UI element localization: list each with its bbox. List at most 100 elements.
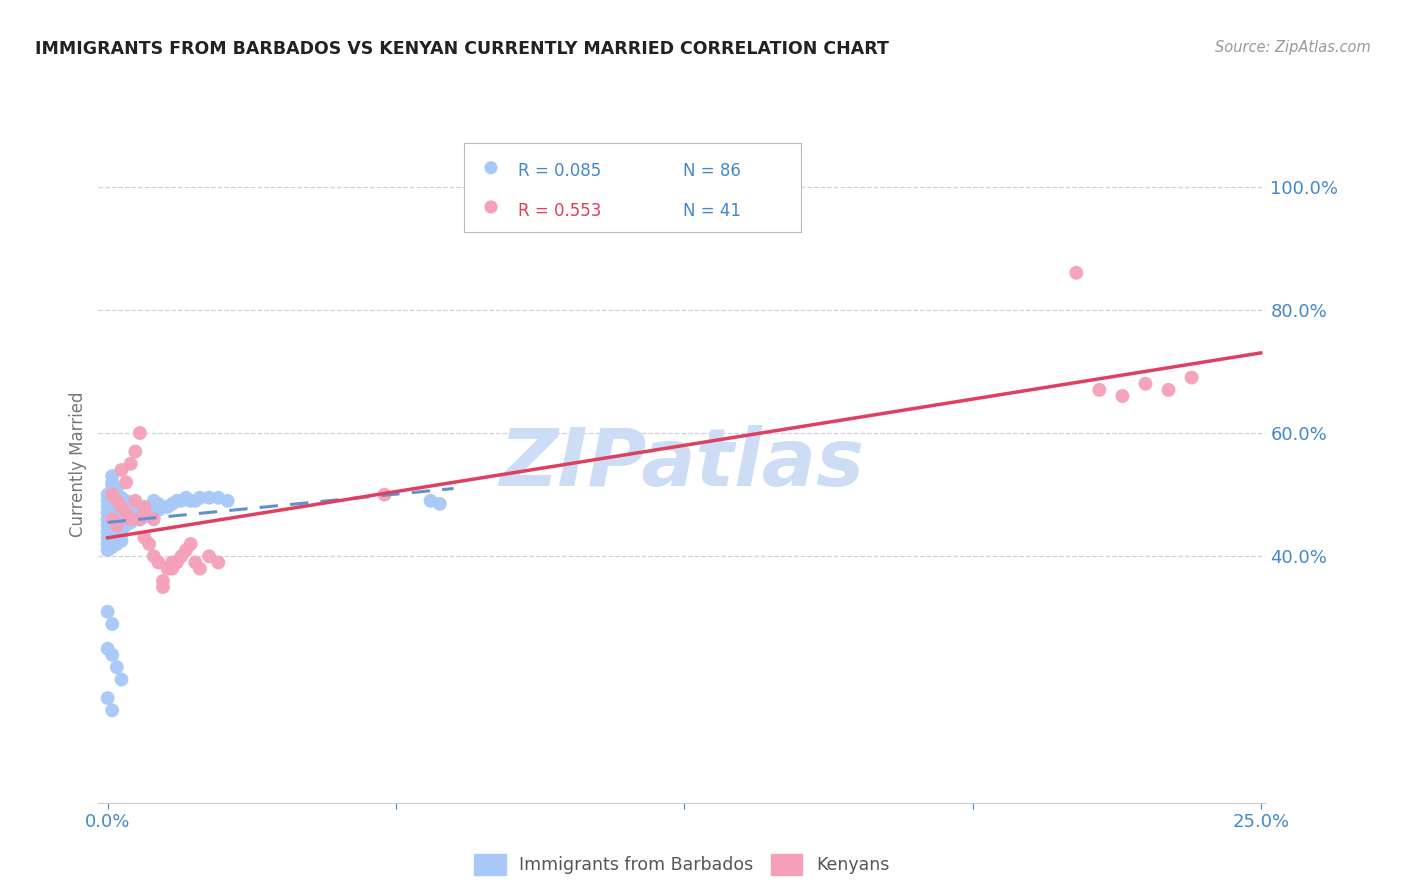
Point xyxy=(120,503,142,517)
Point xyxy=(120,497,142,511)
Point xyxy=(115,512,138,526)
Point xyxy=(115,493,138,508)
Point xyxy=(174,543,197,558)
Point xyxy=(110,509,132,524)
Point xyxy=(142,512,165,526)
Point xyxy=(120,516,142,530)
Point xyxy=(152,574,174,588)
Point xyxy=(110,516,132,530)
Point xyxy=(120,512,142,526)
Point xyxy=(101,484,124,499)
Point xyxy=(97,493,120,508)
Point xyxy=(479,200,502,214)
Point xyxy=(101,512,124,526)
Point xyxy=(134,531,156,545)
Point xyxy=(1088,383,1111,397)
Point xyxy=(166,556,188,570)
Point xyxy=(124,500,146,514)
Point xyxy=(188,561,211,575)
Text: N = 86: N = 86 xyxy=(683,162,741,180)
Point xyxy=(1135,376,1157,391)
Point xyxy=(110,527,132,541)
Text: N = 41: N = 41 xyxy=(683,202,741,219)
Point xyxy=(198,491,221,505)
Point xyxy=(105,537,128,551)
Point xyxy=(1181,370,1204,384)
Point xyxy=(1111,389,1133,403)
Point xyxy=(110,673,132,687)
Point xyxy=(180,493,202,508)
Point xyxy=(419,493,441,508)
Point xyxy=(110,491,132,505)
Point xyxy=(101,478,124,492)
Point xyxy=(105,493,128,508)
Point xyxy=(101,533,124,548)
Point xyxy=(97,488,120,502)
Point xyxy=(101,488,124,502)
Point xyxy=(101,703,124,717)
Point xyxy=(97,605,120,619)
Point xyxy=(134,509,156,524)
Point xyxy=(1064,266,1087,280)
Point xyxy=(170,549,193,564)
Point xyxy=(373,488,395,502)
Point xyxy=(148,556,170,570)
Point xyxy=(105,512,128,526)
Point xyxy=(97,506,120,520)
Point xyxy=(105,482,128,496)
Point xyxy=(110,503,132,517)
Point xyxy=(138,503,160,517)
Point xyxy=(134,503,156,517)
Point xyxy=(138,509,160,524)
Point xyxy=(160,556,183,570)
Point xyxy=(429,497,451,511)
Point xyxy=(134,506,156,520)
Point xyxy=(134,500,156,514)
Point xyxy=(207,556,229,570)
Point xyxy=(124,506,146,520)
Point xyxy=(217,493,239,508)
Point xyxy=(110,500,132,514)
Point xyxy=(97,518,120,533)
Point xyxy=(97,543,120,558)
Point xyxy=(129,425,152,440)
Point xyxy=(184,556,207,570)
Point xyxy=(479,161,502,175)
Point xyxy=(101,516,124,530)
Point xyxy=(105,524,128,539)
Point xyxy=(188,491,211,505)
Text: IMMIGRANTS FROM BARBADOS VS KENYAN CURRENTLY MARRIED CORRELATION CHART: IMMIGRANTS FROM BARBADOS VS KENYAN CURRE… xyxy=(35,40,889,58)
Point xyxy=(105,660,128,674)
Point xyxy=(120,509,142,524)
Point xyxy=(101,648,124,662)
Point xyxy=(110,522,132,536)
Point xyxy=(129,512,152,526)
Point xyxy=(101,527,124,541)
Point xyxy=(1157,383,1180,397)
Point xyxy=(184,493,207,508)
Point xyxy=(115,500,138,514)
Point xyxy=(97,537,120,551)
Point xyxy=(97,641,120,656)
Point xyxy=(156,561,179,575)
Text: R = 0.553: R = 0.553 xyxy=(517,202,602,219)
Point xyxy=(115,475,138,490)
Point xyxy=(101,617,124,632)
Point xyxy=(97,691,120,706)
Point xyxy=(97,500,120,514)
Point xyxy=(97,531,120,545)
Point xyxy=(198,549,221,564)
Point xyxy=(124,444,146,458)
Point xyxy=(105,493,128,508)
Point xyxy=(166,493,188,508)
Point xyxy=(160,561,183,575)
Point xyxy=(105,531,128,545)
Point xyxy=(207,491,229,505)
Point xyxy=(101,497,124,511)
Text: R = 0.085: R = 0.085 xyxy=(517,162,602,180)
Point xyxy=(101,540,124,554)
Point xyxy=(174,491,197,505)
Point xyxy=(110,463,132,477)
Point xyxy=(101,469,124,483)
Point xyxy=(120,457,142,471)
